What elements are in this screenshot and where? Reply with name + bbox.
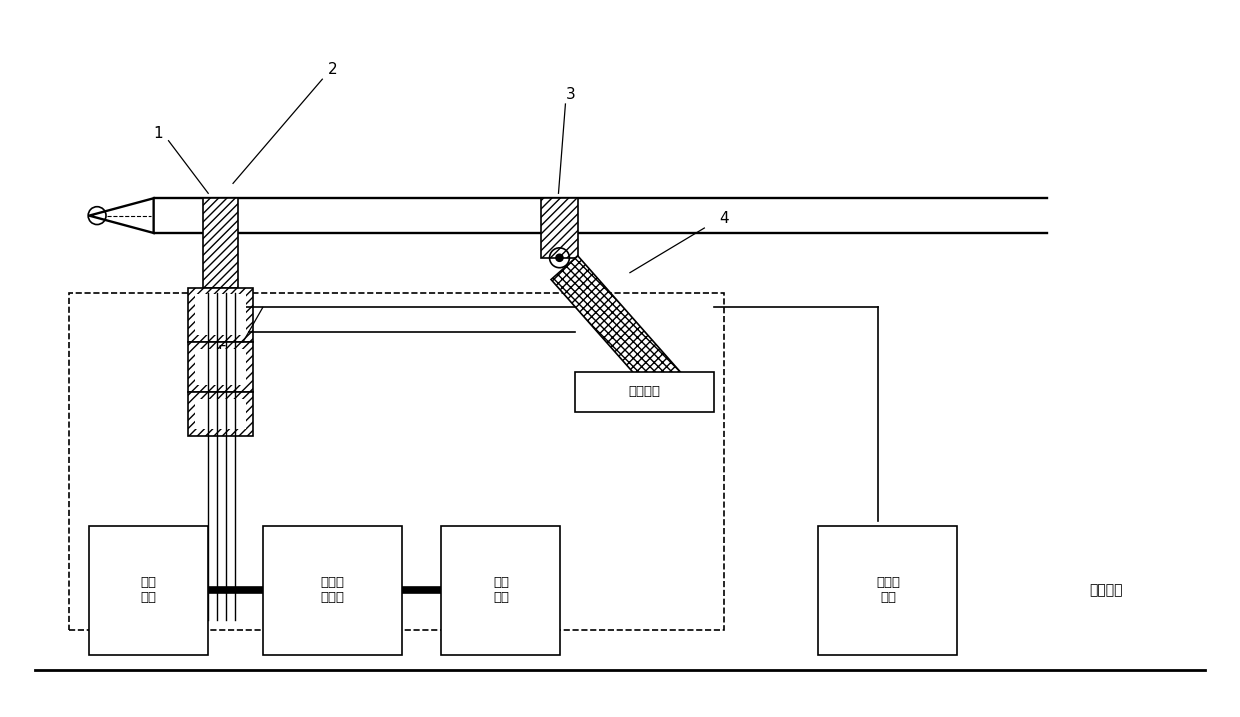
Polygon shape — [551, 256, 683, 399]
Text: 通信
单元: 通信 单元 — [494, 576, 508, 604]
Bar — [89, 526, 208, 655]
Bar — [196, 295, 246, 335]
Circle shape — [556, 255, 563, 261]
Text: 4: 4 — [719, 211, 729, 226]
Bar — [575, 372, 714, 412]
Bar — [188, 342, 253, 391]
Text: 2: 2 — [327, 62, 337, 77]
Text: 测风速
单元: 测风速 单元 — [875, 576, 900, 604]
Text: 便携
电源: 便携 电源 — [140, 576, 156, 604]
Bar — [441, 526, 560, 655]
Text: 5: 5 — [218, 345, 228, 359]
Bar — [69, 293, 724, 630]
Bar — [188, 391, 253, 437]
Bar — [196, 349, 246, 385]
Text: 云梯顶部: 云梯顶部 — [1090, 583, 1123, 597]
Polygon shape — [89, 199, 154, 233]
Text: 核心处
理单元: 核心处 理单元 — [320, 576, 345, 604]
Text: 3: 3 — [565, 87, 575, 102]
Bar — [541, 199, 578, 258]
Bar — [263, 526, 402, 655]
Bar — [818, 526, 957, 655]
Text: 控制单元: 控制单元 — [629, 385, 661, 398]
Bar — [196, 399, 246, 429]
Bar — [188, 288, 253, 342]
Bar — [203, 199, 238, 288]
Text: 1: 1 — [154, 126, 164, 141]
